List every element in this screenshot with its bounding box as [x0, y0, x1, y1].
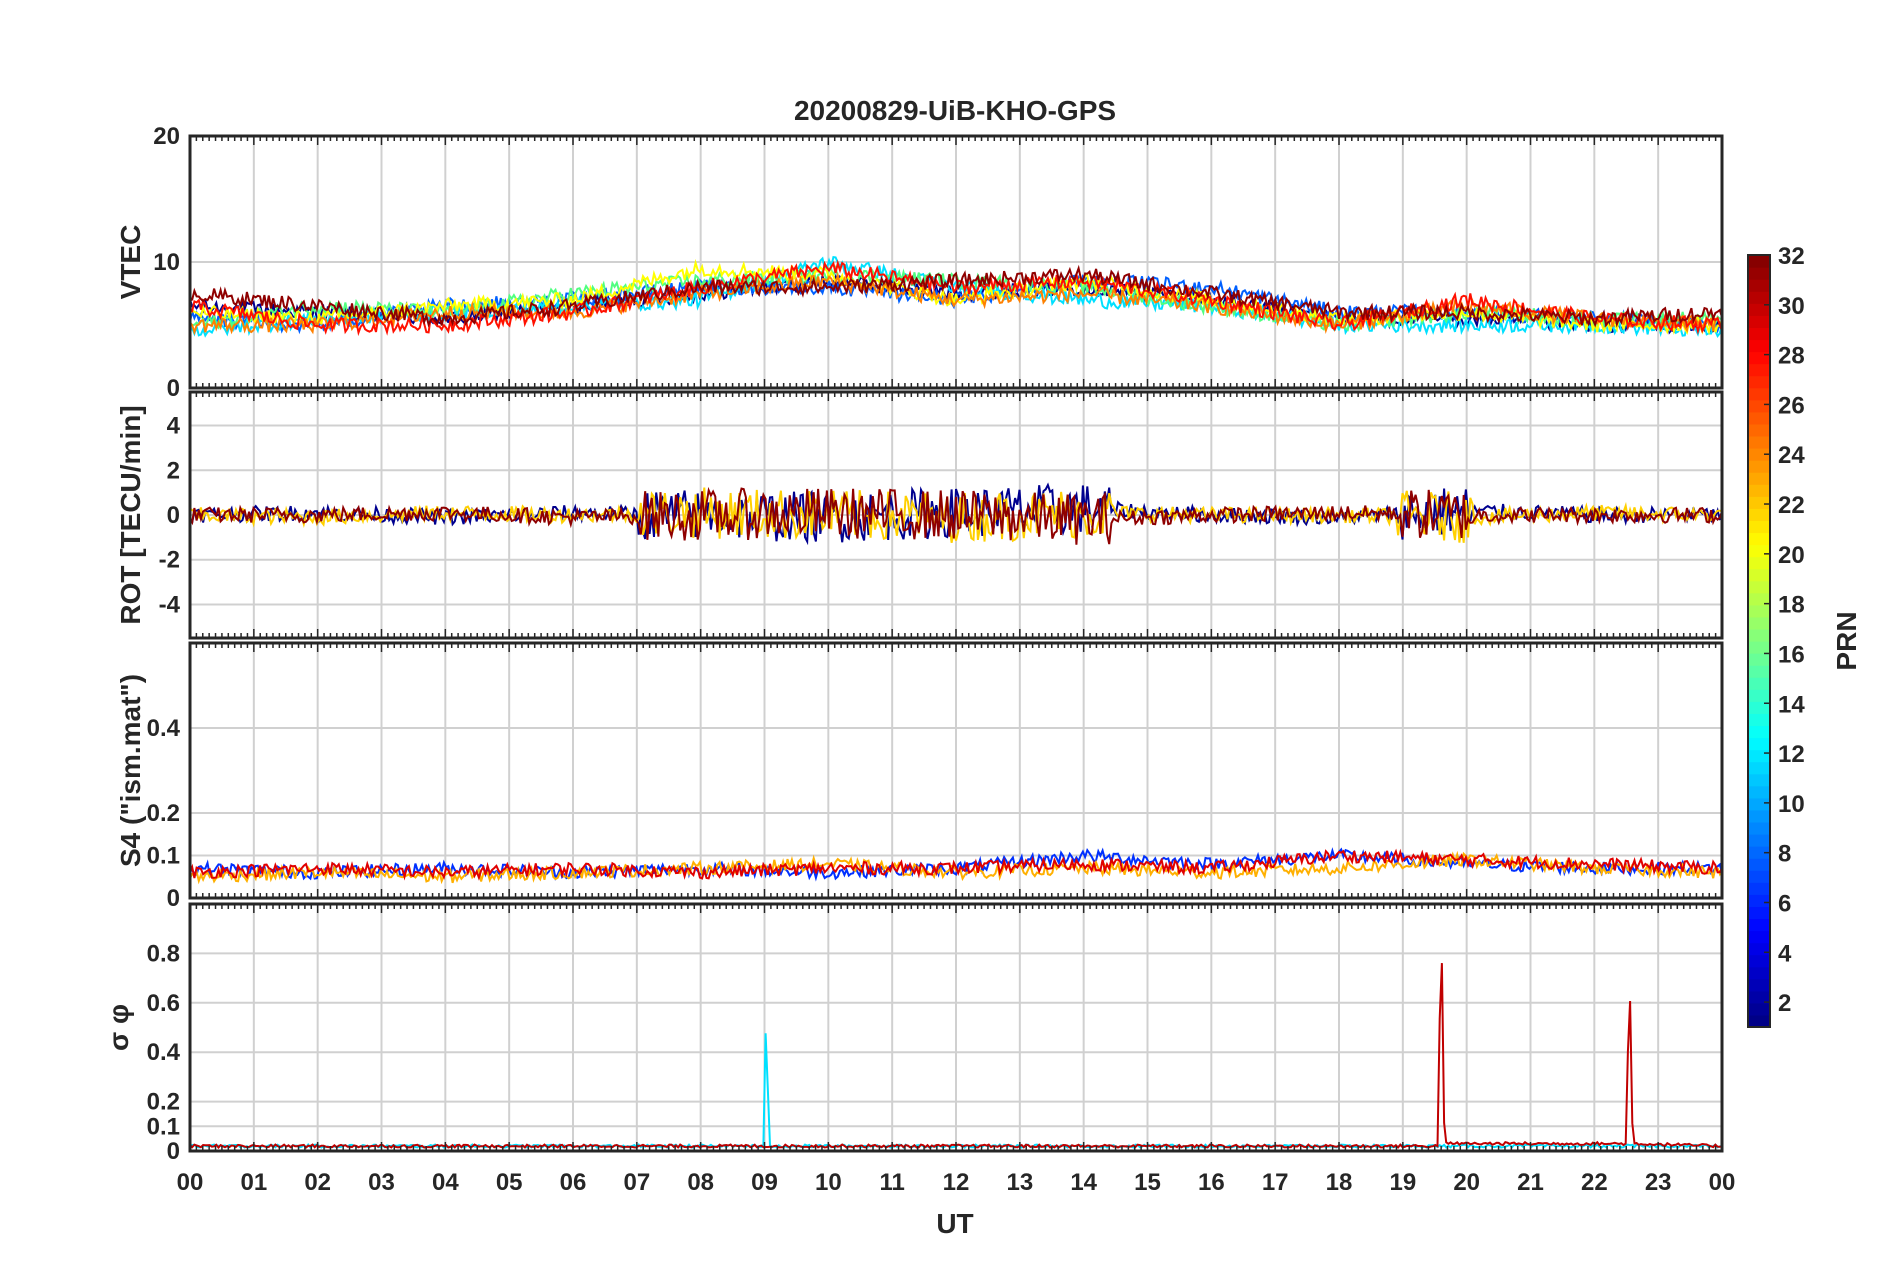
y-tick-label: 0.1 [147, 1113, 180, 1140]
x-tick-label: 19 [1389, 1169, 1416, 1196]
y-tick-label: 0 [167, 502, 180, 529]
x-tick-label: 00 [1709, 1169, 1736, 1196]
colorbar-tick-label: 20 [1778, 542, 1805, 569]
y-tick-label: 0.6 [147, 990, 180, 1017]
colorbar-tick-label: 28 [1778, 343, 1805, 370]
x-tick-label: 17 [1262, 1169, 1289, 1196]
colorbar-tick-label: 2 [1778, 990, 1791, 1017]
y-tick-label: -4 [159, 591, 181, 618]
x-axis-label: UT [936, 1208, 973, 1239]
x-tick-label: 04 [432, 1169, 459, 1196]
y-tick-label: 0 [167, 885, 180, 912]
y-tick-label: 0.4 [147, 715, 181, 742]
series-line-7 [190, 259, 1722, 337]
x-tick-label: 02 [304, 1169, 331, 1196]
x-tick-label: 13 [1006, 1169, 1033, 1196]
series-line-6 [190, 271, 1722, 336]
colorbar-tick-label: 32 [1778, 243, 1805, 270]
x-tick-label: 11 [879, 1169, 904, 1196]
x-tick-label: 22 [1581, 1169, 1608, 1196]
colorbar-tick-label: 30 [1778, 293, 1805, 320]
colorbar-tick-label: 6 [1778, 890, 1791, 917]
y-tick-label: 0 [167, 375, 180, 402]
colorbar-tick-label: 4 [1778, 940, 1792, 967]
colorbar-tick-label: 22 [1778, 492, 1805, 519]
x-tick-label: 09 [751, 1169, 778, 1196]
x-tick-label: 23 [1645, 1169, 1672, 1196]
x-tick-label: 14 [1070, 1169, 1097, 1196]
x-tick-label: 18 [1326, 1169, 1353, 1196]
chart-title: 20200829-UiB-KHO-GPS [794, 95, 1116, 126]
y-axis-label: S4 ("ism.mat") [115, 674, 146, 867]
colorbar-label: PRN [1831, 611, 1862, 670]
panel-4: 00.10.2 0.4 0.6 0.8 σ φ [103, 902, 1724, 1165]
y-tick-label: 0.4 [147, 1039, 181, 1066]
x-tick-label: 21 [1517, 1169, 1544, 1196]
y-tick-label: 0.1 [147, 843, 180, 870]
panel-1: 0 10 20 VTEC [115, 123, 1724, 402]
series-line-5 [190, 258, 1722, 336]
y-tick-label: -2 [159, 547, 180, 574]
y-tick-label: 20 [153, 123, 180, 150]
x-tick-label: 12 [943, 1169, 970, 1196]
x-tick-label: 20 [1453, 1169, 1480, 1196]
x-tick-label: 05 [496, 1169, 523, 1196]
panel-2: -4 -2 0 2 4 ROT [TECU/min] [115, 390, 1724, 640]
x-tick-label: 07 [623, 1169, 650, 1196]
y-tick-label: 10 [153, 249, 180, 276]
x-tick-label: 00 [177, 1169, 204, 1196]
y-tick-label: 0.8 [147, 940, 180, 967]
series-line-3 [190, 486, 1722, 545]
x-tick-label: 03 [368, 1169, 395, 1196]
colorbar-tick-label: 26 [1778, 392, 1805, 419]
colorbar-tick-label: 24 [1778, 442, 1805, 469]
colorbar-tick-label: 14 [1778, 691, 1805, 718]
series-line-3 [190, 848, 1722, 881]
y-axis-label: σ φ [103, 1004, 134, 1051]
x-tick-label: 08 [687, 1169, 714, 1196]
colorbar-tick-label: 12 [1778, 741, 1805, 768]
y-axis-label: VTEC [115, 225, 146, 300]
colorbar-tick-label: 10 [1778, 791, 1805, 818]
y-tick-label: 4 [167, 413, 181, 440]
y-tick-label: 0 [167, 1138, 180, 1165]
series-line-2 [190, 487, 1722, 543]
colorbar-tick-label: 16 [1778, 641, 1805, 668]
x-tick-label: 10 [815, 1169, 842, 1196]
colorbar-tick-label: 8 [1778, 841, 1791, 868]
x-tick-label: 06 [560, 1169, 587, 1196]
series-line-8 [190, 264, 1722, 328]
y-axis-label: ROT [TECU/min] [115, 405, 146, 624]
panel-3: 0 0.1 0.2 0.4S4 ("ism.mat") [115, 641, 1724, 912]
y-tick-label: 2 [167, 457, 180, 484]
x-tick-label: 16 [1198, 1169, 1225, 1196]
y-tick-label: 0.2 [147, 800, 180, 827]
x-tick-label: 01 [240, 1169, 267, 1196]
colorbar-tick-label: 18 [1778, 592, 1805, 619]
y-tick-label: 0.2 [147, 1089, 180, 1116]
x-tick-label: 15 [1134, 1169, 1161, 1196]
